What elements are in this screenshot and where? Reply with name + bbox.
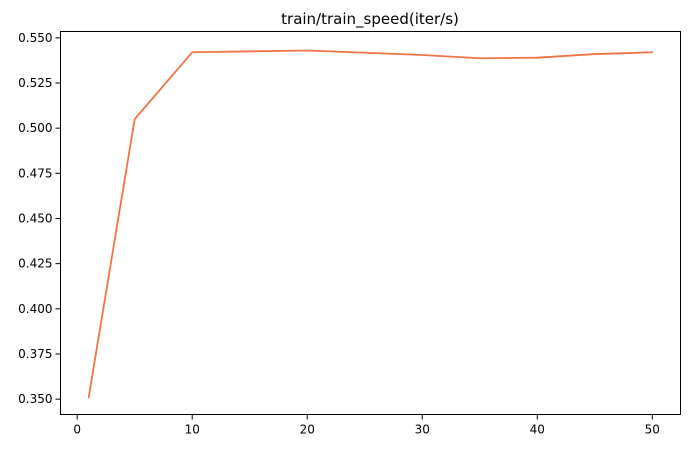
plot-frame bbox=[60, 31, 681, 415]
x-tick-label: 0 bbox=[73, 423, 81, 437]
y-axis-ticks: 0.350 0.375 0.400 0.425 0.450 0.475 0.500 0.525… bbox=[18, 31, 61, 406]
x-axis-ticks: 0 10 20 30 40 50 bbox=[73, 414, 660, 437]
y-tick-label: 0.450 bbox=[18, 211, 52, 225]
y-tick-label: 0.525 bbox=[18, 76, 52, 90]
y-tick-label: 0.400 bbox=[18, 302, 52, 316]
chart-title: train/train_speed(iter/s) bbox=[281, 10, 459, 29]
y-tick-label: 0.475 bbox=[18, 166, 52, 180]
y-tick-label: 0.350 bbox=[18, 392, 52, 406]
y-tick-label: 0.550 bbox=[18, 31, 52, 45]
y-tick-label: 0.425 bbox=[18, 257, 52, 271]
series-line bbox=[87, 49, 654, 399]
x-tick-label: 10 bbox=[185, 423, 200, 437]
y-tick-label: 0.375 bbox=[18, 347, 52, 361]
x-tick-label: 20 bbox=[300, 423, 315, 437]
x-tick-label: 50 bbox=[645, 423, 660, 437]
series-layer bbox=[87, 49, 654, 399]
x-tick-label: 40 bbox=[530, 423, 545, 437]
y-tick-label: 0.500 bbox=[18, 121, 52, 135]
x-tick-label: 30 bbox=[415, 423, 430, 437]
